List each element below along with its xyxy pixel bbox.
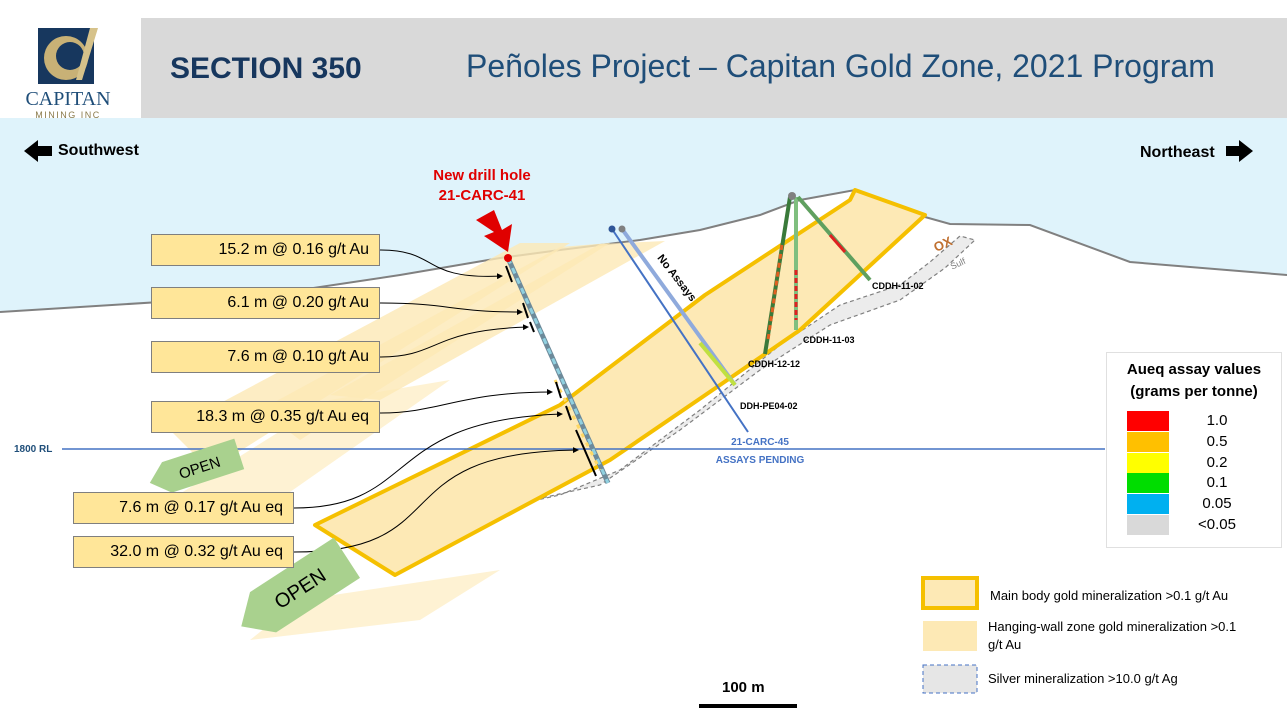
- topography-line: [0, 188, 1287, 313]
- main-body-zone: [313, 188, 927, 577]
- assay-legend-row: 0.5: [1127, 432, 1267, 452]
- assay-value: 0.05: [1202, 495, 1232, 512]
- hole-21-carc-45: [611, 228, 749, 433]
- assay-legend-title-line1: Aueq assay values: [1126, 361, 1262, 378]
- assay-legend: Aueq assay values (grams per tonne) 1.0 …: [1106, 352, 1282, 548]
- leader-line: [293, 447, 579, 553]
- page-title: Peñoles Project – Capitan Gold Zone, 202…: [466, 48, 1215, 84]
- label-ddh-pe04-02: DDH-PE04-02: [740, 401, 798, 411]
- direction-southwest: Southwest: [58, 142, 139, 159]
- company-logo: CAPITAN MINING INC: [12, 20, 124, 120]
- assay-segment: [698, 341, 737, 387]
- scale-label: 100 m: [722, 679, 765, 696]
- label-assays-pending: ASSAYS PENDING: [716, 455, 805, 466]
- open-arrow-lower: OPEN: [241, 537, 361, 633]
- assay-value: <0.05: [1198, 516, 1236, 533]
- intercept-callout: 15.2 m @ 0.16 g/t Au: [151, 234, 380, 266]
- intercept-callout: 6.1 m @ 0.20 g/t Au: [151, 287, 380, 319]
- collar-marker: [504, 254, 512, 262]
- sky-area: [0, 118, 1287, 312]
- new-hole-line1: New drill hole: [433, 167, 531, 184]
- hanging-wall-zone: [170, 380, 450, 520]
- collar-marker: [618, 225, 626, 233]
- logo-subtitle: MINING INC: [35, 110, 101, 120]
- legend-silver-label: Silver mineralization >10.0 g/t Ag: [988, 671, 1178, 686]
- leader-line: [379, 389, 553, 414]
- silver-zone-outline: [419, 235, 977, 526]
- label-21-carc-45: 21-CARC-45: [731, 437, 789, 448]
- assay-legend-row: 1.0: [1127, 411, 1267, 431]
- collar-marker: [788, 192, 796, 200]
- legend-main-body-label: Main body gold mineralization >0.1 g/t A…: [990, 588, 1229, 603]
- label-cddh-11-02: CDDH-11-02: [872, 281, 924, 291]
- direction-northeast: Northeast: [1140, 144, 1215, 161]
- new-hole-label: New drill hole 21-CARC-41: [420, 166, 544, 206]
- assay-legend-row: 0.2: [1127, 453, 1267, 473]
- rl-label: 1800 RL: [14, 444, 52, 455]
- header-band: [141, 18, 1287, 118]
- leader-line: [379, 324, 529, 358]
- no-assays-label: No Assays: [655, 253, 699, 304]
- ox-label: OX: [931, 233, 955, 255]
- hole-ddh-pe04-02: [620, 227, 737, 387]
- assay-legend-row: <0.05: [1127, 515, 1267, 535]
- hanging-wall-zone: [250, 570, 500, 640]
- assay-swatch: [1127, 411, 1169, 431]
- assay-legend-title-line2: (grams per tonne): [1130, 383, 1258, 400]
- assay-legend-row: 0.05: [1127, 494, 1267, 514]
- assay-swatch: [1127, 494, 1169, 514]
- leader-line: [293, 411, 563, 509]
- intercept-callout: 32.0 m @ 0.32 g/t Au eq: [73, 536, 294, 568]
- arrow-left-icon: [24, 140, 52, 162]
- assay-value: 0.1: [1206, 474, 1228, 491]
- assay-swatch: [1127, 453, 1169, 473]
- label-cddh-11-03: CDDH-11-03: [803, 335, 855, 345]
- legend-swatch-silver: [922, 664, 978, 694]
- intercept-callout: 18.3 m @ 0.35 g/t Au eq: [151, 401, 380, 433]
- new-hole-arrow: [476, 210, 512, 252]
- legend-swatch-hanging-wall: [923, 621, 977, 651]
- logo-name: CAPITAN: [25, 88, 110, 110]
- arrow-right-icon: [1226, 140, 1253, 162]
- section-title: SECTION 350: [170, 52, 362, 85]
- new-hole-line2: 21-CARC-41: [438, 187, 526, 204]
- assay-swatch: [1127, 473, 1169, 493]
- hanging-wall-zone: [330, 241, 665, 400]
- open-arrow-upper: OPEN: [149, 438, 245, 493]
- legend-hanging-wall-label: Hanging-wall zone gold mineralization >0…: [988, 619, 1237, 652]
- assay-legend-title: Aueq assay values (grams per tonne): [1107, 359, 1281, 403]
- assay-legend-row: 0.1: [1127, 473, 1267, 493]
- label-cddh-12-12: CDDH-12-12: [748, 359, 800, 369]
- assay-value: 0.5: [1206, 433, 1228, 450]
- legend-swatch-main-body: [921, 576, 979, 610]
- assay-value: 0.2: [1206, 454, 1228, 471]
- intercept-callout: 7.6 m @ 0.10 g/t Au: [151, 341, 380, 373]
- leader-line: [379, 302, 523, 315]
- intercept-callout: 7.6 m @ 0.17 g/t Au eq: [73, 492, 294, 524]
- assay-swatch: [1127, 515, 1169, 535]
- leader-line: [379, 249, 503, 280]
- collar-marker: [608, 225, 616, 233]
- assay-swatch: [1127, 432, 1169, 452]
- assay-value: 1.0: [1206, 412, 1228, 429]
